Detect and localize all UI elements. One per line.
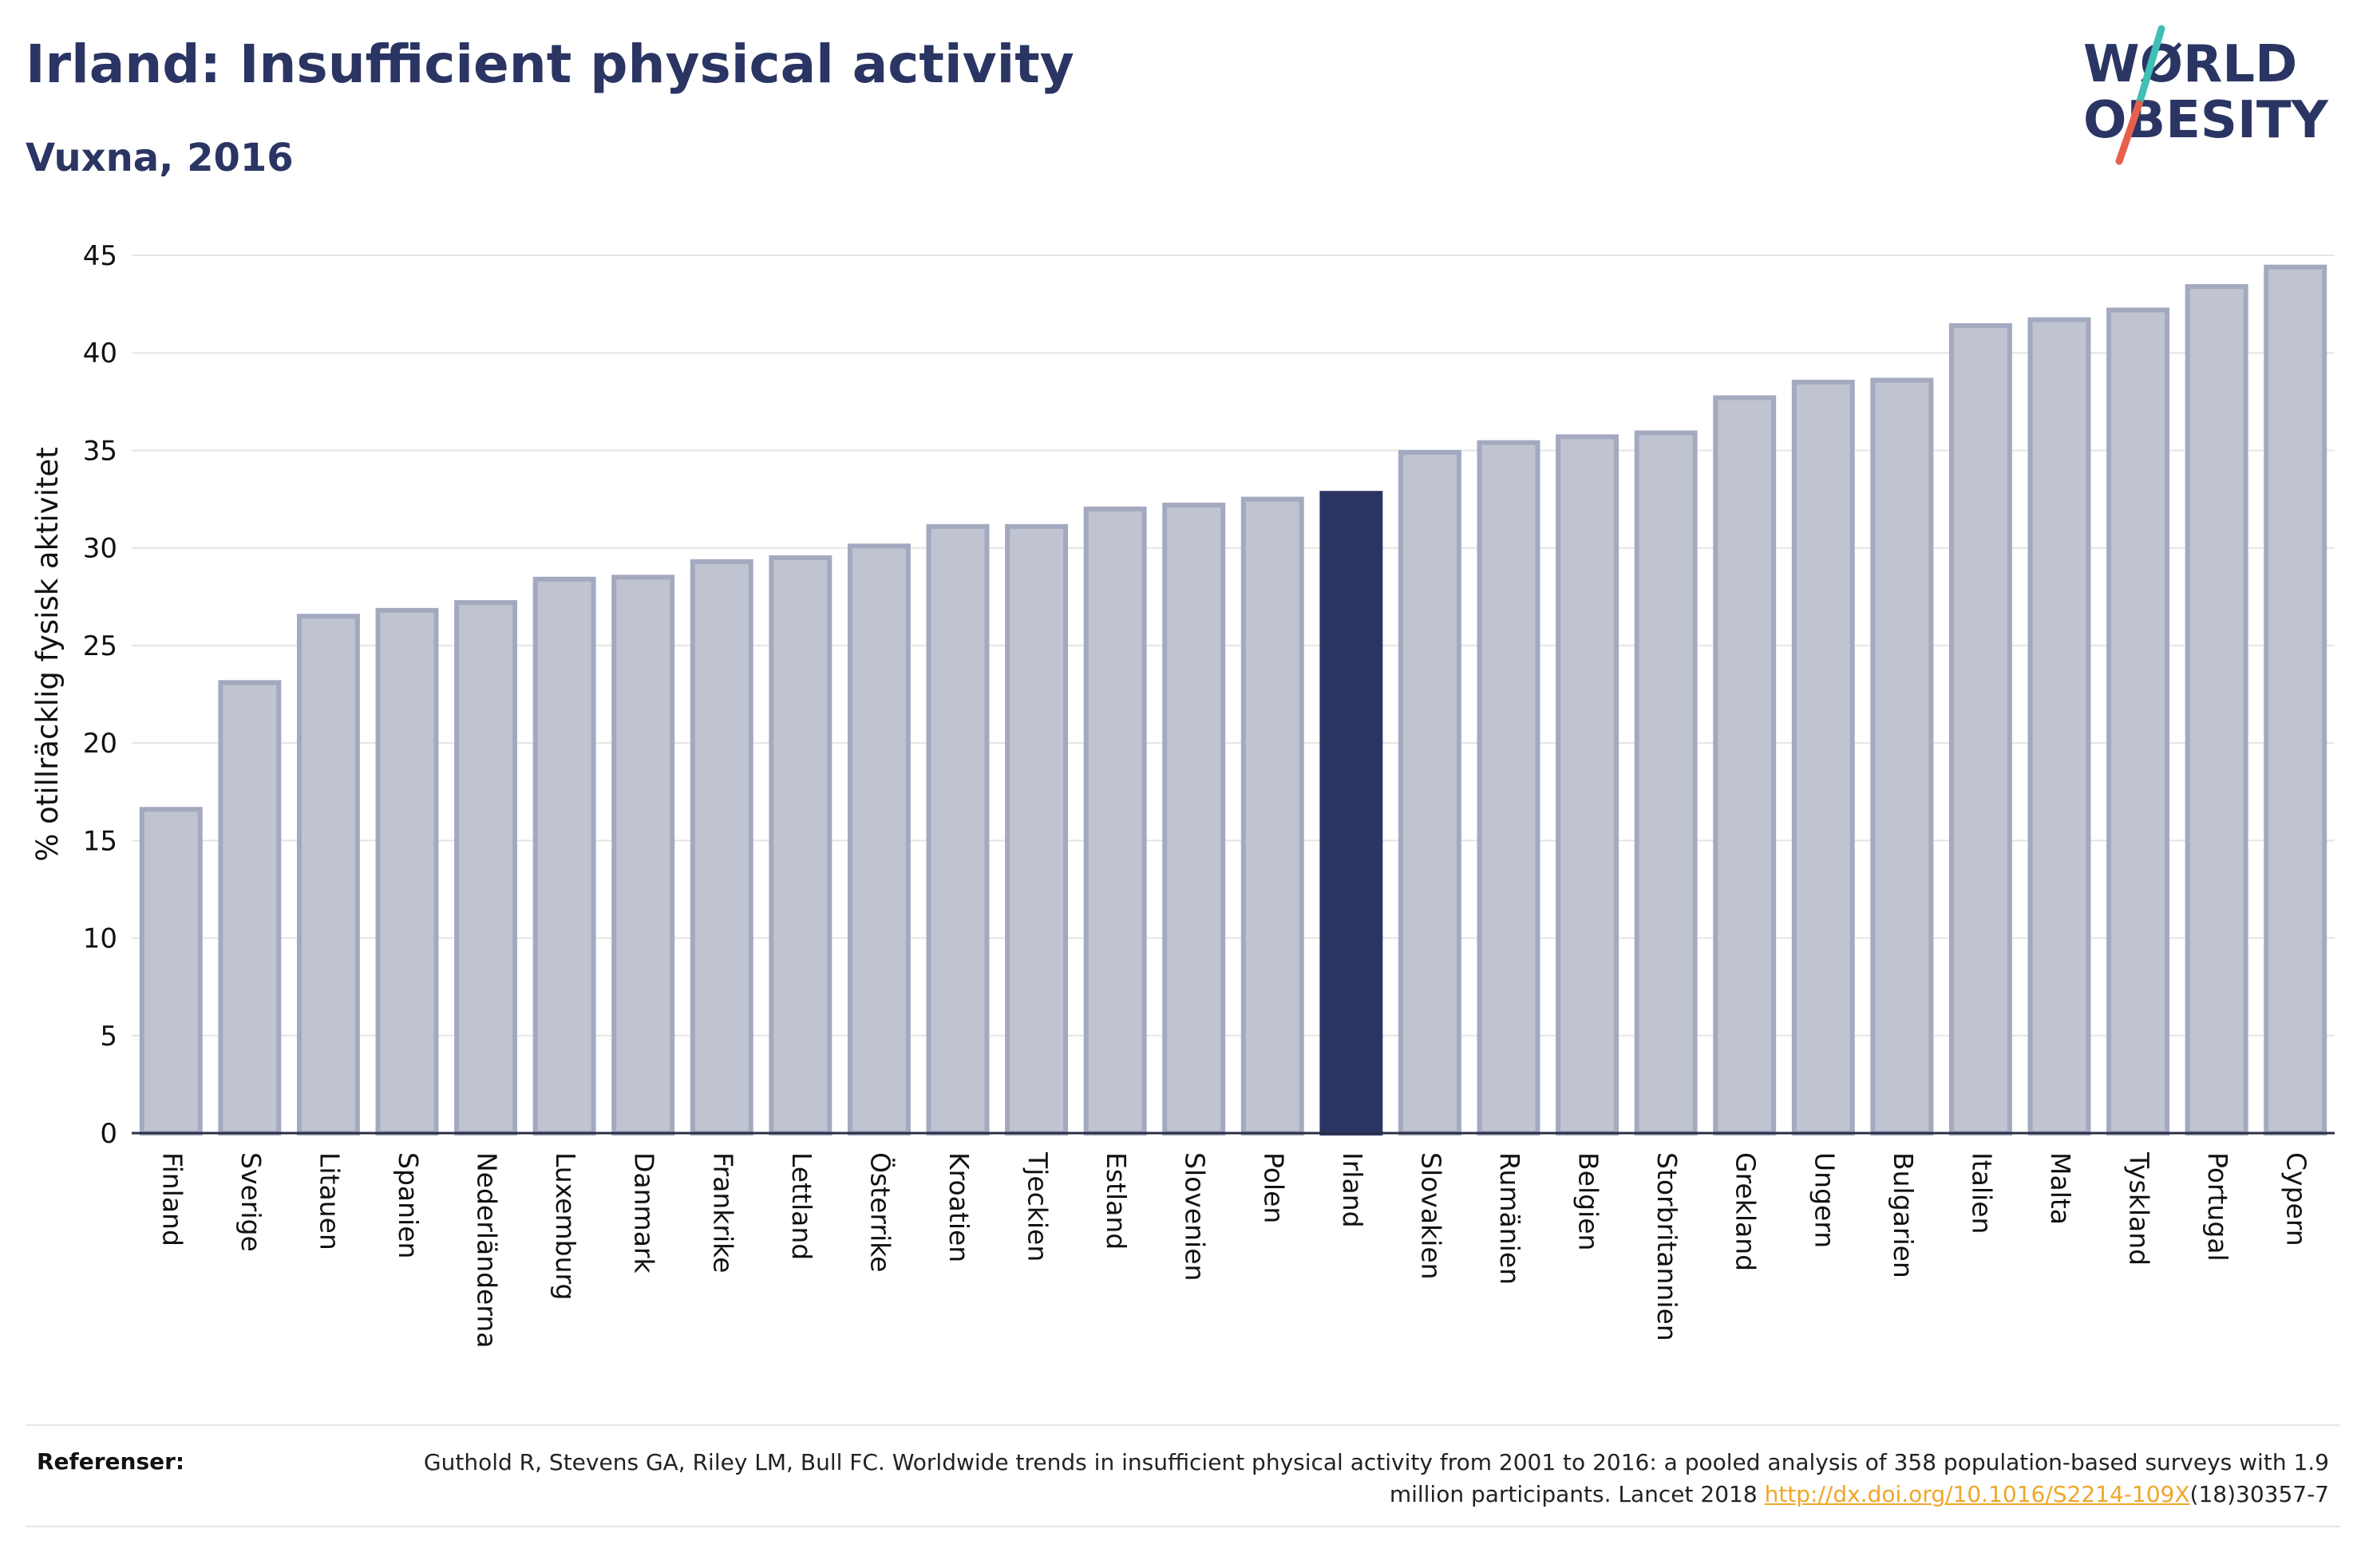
references-citation-end: (18)30357-7 <box>2189 1481 2329 1507</box>
bar-luxemburg <box>532 576 596 1136</box>
y-axis-title: % otillräcklig fysisk aktivitet <box>30 447 65 862</box>
references-panel: Referenser: Guthold R, Stevens GA, Riley… <box>26 1424 2340 1527</box>
x-tick-label: Estland <box>1101 1152 1132 1250</box>
y-tick-label: 35 <box>83 435 117 467</box>
bar-belgien <box>1556 434 1619 1136</box>
x-tick-label: Belgien <box>1573 1152 1604 1250</box>
x-tick-label: Luxemburg <box>550 1152 581 1300</box>
bar-cypern <box>2264 264 2327 1136</box>
bar-sverige <box>218 680 282 1136</box>
x-tick-label: Irland <box>1337 1152 1368 1228</box>
x-tick-label: Grekland <box>1730 1152 1762 1271</box>
logo-text-world: WØRLD <box>2083 35 2297 94</box>
x-tick-label: Cypern <box>2281 1152 2312 1246</box>
world-obesity-logo: WØRLD OBESITY <box>2083 25 2328 165</box>
bar-polen <box>1240 496 1304 1136</box>
references-doi-link[interactable]: http://dx.doi.org/10.1016/S2214-109X <box>1764 1481 2190 1507</box>
bar-frankrike <box>690 559 753 1136</box>
bar-grekland <box>1713 395 1777 1136</box>
bar-bulgarien <box>1870 377 1934 1136</box>
y-tick-label: 25 <box>83 630 117 662</box>
x-tick-label: Malta <box>2045 1152 2076 1225</box>
bar-kroatien <box>926 523 990 1136</box>
x-tick-label: Frankrike <box>707 1152 738 1273</box>
x-tick-label: Kroatien <box>943 1152 975 1262</box>
x-tick-label: Portugal <box>2202 1152 2233 1262</box>
bar-ungern <box>1791 379 1855 1136</box>
y-tick-label: 20 <box>83 728 117 760</box>
y-tick-label: 5 <box>100 1021 117 1053</box>
bar-portugal <box>2185 284 2248 1136</box>
x-tick-label: Nederländerna <box>472 1152 503 1349</box>
page-subtitle: Vuxna, 2016 <box>26 136 294 180</box>
x-tick-label: Finland <box>156 1152 188 1246</box>
references-label: Referenser: <box>37 1448 185 1475</box>
bar-slovenien <box>1162 502 1226 1136</box>
bar-estland <box>1083 506 1147 1136</box>
y-tick-label: 10 <box>83 923 117 955</box>
bar-irland <box>1319 491 1383 1136</box>
x-tick-label: Rumänien <box>1494 1152 1525 1285</box>
bar-finland <box>139 807 203 1136</box>
bar-spanien <box>375 607 439 1136</box>
x-tick-label: Österrike <box>864 1152 896 1272</box>
logo-slash-bottom <box>2115 100 2143 165</box>
x-tick-label: Slovakien <box>1415 1152 1446 1280</box>
bar-slovakien <box>1398 449 1461 1136</box>
x-tick-label: Litauen <box>314 1152 345 1250</box>
bar-österrike <box>847 543 911 1136</box>
y-tick-label: 15 <box>83 825 117 857</box>
x-tick-label: Tyskland <box>2124 1151 2155 1266</box>
bar-danmark <box>611 575 675 1136</box>
x-tick-label: Sverige <box>235 1152 267 1252</box>
references-citation: Guthold R, Stevens GA, Riley LM, Bull FC… <box>423 1449 2329 1507</box>
bar-nederländerna <box>454 600 518 1136</box>
y-tick-label: 40 <box>83 338 117 369</box>
x-tick-label: Italien <box>1966 1152 1997 1234</box>
x-tick-label: Storbritannien <box>1651 1152 1683 1341</box>
bar-tjeckien <box>1005 523 1069 1136</box>
axes: 0 5 10 15 20 25 30 35 40 45 Finland Sverige Litauen S… <box>83 240 2335 1349</box>
x-tick-label: Ungern <box>1809 1152 1840 1248</box>
bar-tyskland <box>2106 307 2170 1136</box>
x-tick-label: Bulgarien <box>1888 1152 1919 1278</box>
bar-litauen <box>296 614 360 1136</box>
bar-rumänien <box>1477 440 1540 1136</box>
x-tick-label: Spanien <box>393 1152 424 1258</box>
bars <box>139 264 2327 1136</box>
x-tick-label: Polen <box>1258 1152 1289 1223</box>
x-tick-label: Danmark <box>629 1152 660 1274</box>
references-text: Guthold R, Stevens GA, Riley LM, Bull FC… <box>413 1447 2329 1511</box>
y-tick-label: 45 <box>83 240 117 272</box>
bar-malta <box>2027 317 2091 1136</box>
y-tick-label: 30 <box>83 533 117 565</box>
x-tick-label: Lettland <box>786 1152 817 1260</box>
bar-storbritannien <box>1634 430 1698 1136</box>
x-tick-label: Slovenien <box>1180 1152 1211 1281</box>
logo-slash-top <box>2135 25 2165 108</box>
x-tick-label: Tjeckien <box>1022 1151 1054 1262</box>
bar-italien <box>1948 323 2012 1136</box>
bar-chart: 0 5 10 15 20 25 30 35 40 45 Finland Sverige Litauen S… <box>30 240 2335 1349</box>
y-tick-label: 0 <box>100 1118 117 1150</box>
bar-lettland <box>769 555 832 1136</box>
page-title: Irland: Insufficient physical activity <box>26 34 1074 95</box>
